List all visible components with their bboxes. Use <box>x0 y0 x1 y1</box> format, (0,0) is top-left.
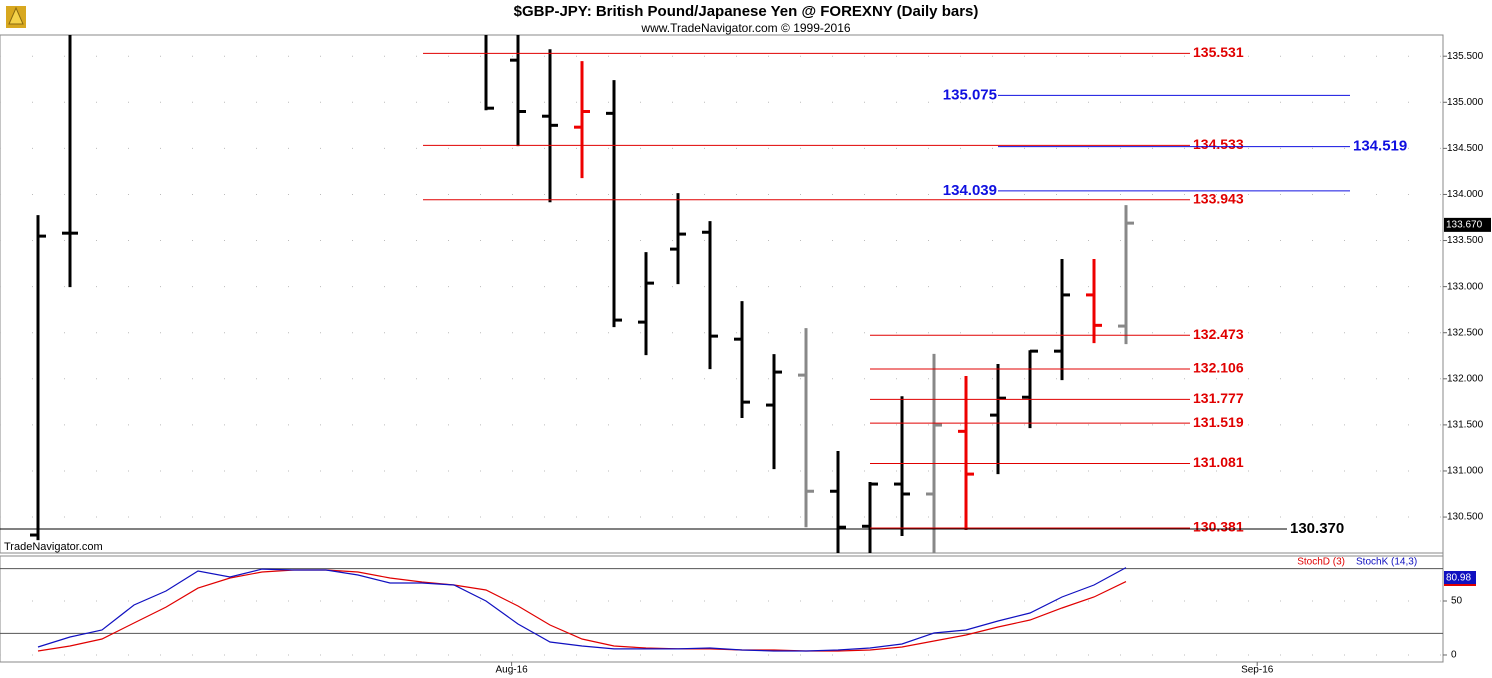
level-label: 131.519 <box>1193 414 1244 430</box>
level-label: 134.039 <box>943 182 997 199</box>
y-tick-label: 134.500 <box>1447 143 1484 154</box>
y-tick-label: 131.000 <box>1447 466 1484 477</box>
level-label: 135.531 <box>1193 44 1244 60</box>
last-price-label: 133.670 <box>1446 220 1483 231</box>
y-tick-label: 130.500 <box>1447 512 1484 523</box>
y-tick-label: 135.500 <box>1447 51 1484 62</box>
last-price-box <box>1444 217 1491 232</box>
logo <box>6 6 26 28</box>
level-label: 132.473 <box>1193 326 1244 342</box>
y-tick-label: 0 <box>1451 650 1457 661</box>
y-tick-label: 50 <box>1451 596 1463 607</box>
y-tick-label: 133.000 <box>1447 281 1484 292</box>
last-value-box <box>1444 571 1476 584</box>
level-label: 130.381 <box>1193 519 1244 535</box>
x-tick-label: Aug-16 <box>495 665 528 676</box>
y-tick-label: 134.000 <box>1447 189 1484 200</box>
watermark: TradeNavigator.com <box>4 541 103 553</box>
y-tick-label: 132.500 <box>1447 327 1484 338</box>
level-label: 131.777 <box>1193 390 1244 406</box>
legend-entry: StochK (14,3) <box>1356 557 1417 568</box>
level-label: 130.370 <box>1290 520 1344 537</box>
subtitle: www.TradeNavigator.com © 1999-2016 <box>640 21 850 35</box>
y-tick-label: 132.000 <box>1447 373 1484 384</box>
level-label: 132.106 <box>1193 360 1244 376</box>
legend-entry: StochD (3) <box>1297 557 1345 568</box>
stoch-plot <box>0 567 1443 656</box>
y-tick-label: 135.000 <box>1447 97 1484 108</box>
last-value-label: 80.98 <box>1446 573 1471 584</box>
level-label: 135.075 <box>943 86 997 103</box>
chart-title: $GBP-JPY: British Pound/Japanese Yen @ F… <box>514 3 979 20</box>
stoch-line <box>37 569 1127 652</box>
x-tick-label: Sep-16 <box>1241 665 1274 676</box>
price-plot <box>0 35 1443 553</box>
y-tick-label: 133.500 <box>1447 235 1484 246</box>
stoch-line <box>37 567 1127 652</box>
y-tick-label: 131.500 <box>1447 420 1484 431</box>
level-label: 134.519 <box>1353 138 1407 155</box>
level-label: 131.081 <box>1193 454 1244 470</box>
level-label: 134.533 <box>1193 136 1244 152</box>
level-label: 133.943 <box>1193 190 1244 206</box>
